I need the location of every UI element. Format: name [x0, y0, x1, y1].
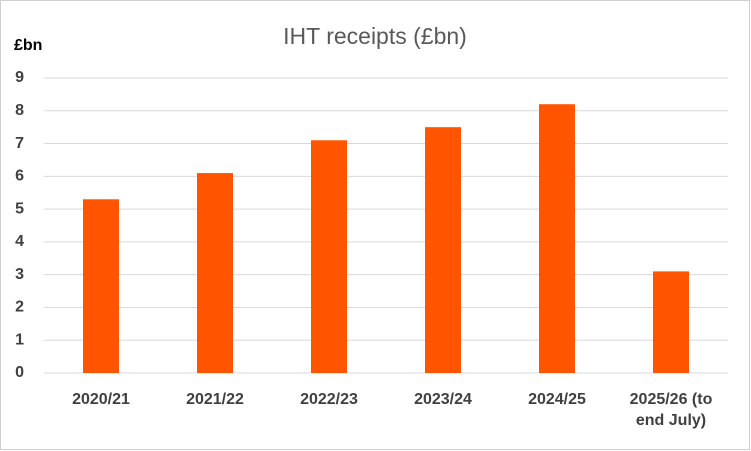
chart-title: IHT receipts (£bn): [283, 23, 467, 49]
y-tick-label: 4: [15, 233, 24, 250]
x-tick-label-box: 2023/24: [414, 391, 472, 408]
x-tick-label: 2023/24: [414, 391, 472, 408]
y-tick-label: 9: [15, 69, 24, 86]
x-tick-label: 2020/21: [72, 391, 130, 408]
bar: [311, 140, 347, 373]
y-tick-label: 6: [15, 168, 24, 185]
x-tick-label: 2021/22: [186, 391, 244, 408]
y-axis-label: £bn: [14, 37, 42, 54]
x-tick-label: 2025/26 (to end July): [629, 391, 713, 429]
x-tick-label-box: 2021/22: [186, 391, 244, 408]
x-tick-label-box: 2022/23: [300, 391, 358, 408]
bar: [425, 127, 461, 374]
y-tick-label: 7: [15, 135, 24, 152]
bar: [653, 271, 689, 373]
x-tick-label: 2022/23: [300, 391, 358, 408]
bar: [83, 199, 119, 373]
x-tick-label-box: 2020/21: [72, 391, 130, 408]
y-tick-label: 2: [15, 299, 24, 316]
y-tick-label: 0: [15, 364, 24, 381]
bar: [197, 173, 233, 373]
bar: [539, 104, 575, 373]
y-tick-label: 1: [15, 331, 24, 348]
y-tick-label: 3: [15, 266, 24, 283]
x-tick-label-box: 2025/26 (to end July): [629, 391, 713, 429]
x-tick-label-box: 2024/25: [528, 391, 586, 408]
y-tick-label: 5: [15, 200, 24, 217]
y-tick-label: 8: [15, 102, 24, 119]
x-tick-label: 2024/25: [528, 391, 586, 408]
